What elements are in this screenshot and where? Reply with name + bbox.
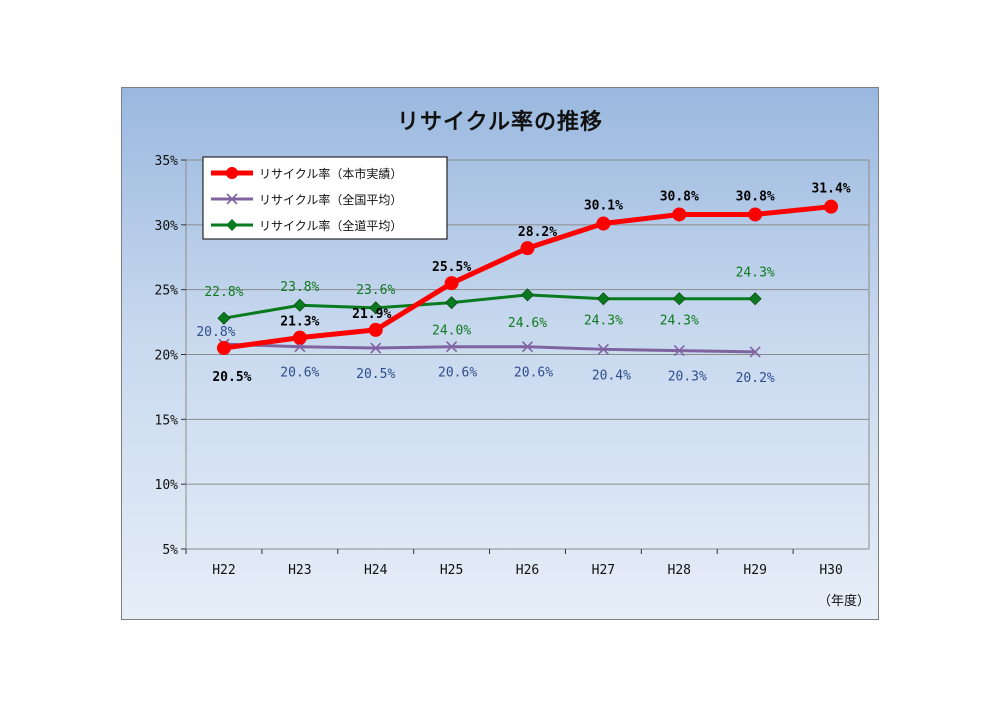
y-tick-label: 30% [155,219,179,234]
series-national-line [223,342,756,354]
data-label: 20.2% [736,371,775,386]
point-x [597,343,609,355]
point-circle [748,207,763,222]
data-label: 21.9% [352,307,391,322]
point-diamond [445,296,459,310]
x-tick-label: H30 [819,563,842,578]
point-x [521,341,534,353]
x-tick-label: H22 [212,563,235,578]
point-x [370,342,382,354]
x-tick-label: H23 [288,563,311,578]
data-label: 20.8% [196,325,235,340]
point-diamond [748,292,762,306]
data-label: 20.5% [212,370,251,385]
y-tick-label: 15% [155,413,179,428]
legend-marker [226,219,238,231]
point-diamond [217,311,231,325]
data-label: 25.5% [432,260,471,275]
data-label: 31.4% [811,182,850,197]
data-label: 20.3% [668,370,707,385]
legend-marker [226,193,238,205]
data-label: 23.8% [280,280,319,295]
x-tick-label: H26 [516,563,539,578]
series-layer [216,199,839,358]
chart-frame: リサイクル率の推移 5% 10% 15% 20% 25% 30% 35% H22 H23 H24 H… [121,87,879,620]
data-label: 24.3% [736,266,775,281]
x-tick-label: H25 [440,563,463,578]
legend-label: リサイクル率（本市実績） [259,166,402,181]
point-circle [596,216,611,231]
point-circle [824,199,839,214]
data-label: 30.8% [736,189,775,204]
point-x [446,341,458,353]
y-tick-label: 5% [162,543,178,558]
x-tick-label: H24 [364,563,388,578]
data-label: 23.6% [356,283,395,298]
data-label: 20.4% [592,368,631,383]
chart-title: リサイクル率の推移 [397,110,603,135]
point-circle [292,330,307,345]
y-tick-label: 25% [155,284,179,299]
point-diamond [293,298,307,312]
data-label: 24.3% [584,314,623,329]
y-tick-label: 35% [155,154,179,169]
point-circle [520,241,535,256]
series-hokkaido-line [223,293,756,320]
x-tick-label: H27 [592,563,615,578]
data-label: 22.8% [204,285,243,300]
legend-marker [226,167,238,179]
data-label: 20.5% [356,367,395,382]
y-tick-label: 20% [155,349,179,364]
data-label: 21.3% [280,315,319,330]
point-circle [444,276,459,291]
data-label: 30.1% [584,199,623,214]
grid-layer [186,224,869,485]
data-label: 20.6% [514,366,553,381]
data-label: 24.0% [432,324,471,339]
point-diamond [369,301,383,315]
x-axis-title: （年度） [818,593,870,609]
axis-layer: 5% 10% 15% 20% 25% 30% 35% H22 H23 H24 H25 H26 H27 H2… [155,154,870,578]
x-tick-label: H29 [743,563,766,578]
legend-label: リサイクル率（全道平均） [259,218,402,233]
point-circle [368,322,383,337]
point-circle [216,341,231,356]
point-diamond [672,292,686,306]
data-label: 24.3% [660,314,699,329]
point-x [673,345,685,357]
legend: リサイクル率（本市実績） リサイクル率（全国平均） リサイクル率（全道平均） [202,156,448,240]
data-label: 28.2% [518,225,557,240]
legend-label: リサイクル率（全国平均） [259,192,402,207]
point-x [749,346,761,358]
point-circle [672,207,687,222]
chart-svg: 5% 10% 15% 20% 25% 30% 35% H22 H23 H24 H25 H26 H27 H2… [155,154,870,609]
label-layer: 20.5% 21.3% 21.9% 25.5% 28.2% 30.1% 30.8% 30.8%… [196,182,850,386]
y-tick-label: 10% [155,478,179,493]
point-diamond [520,288,535,302]
data-label: 20.6% [438,366,477,381]
data-label: 30.8% [660,189,699,204]
point-diamond [596,292,610,306]
x-tick-label: H28 [668,563,691,578]
data-label: 20.6% [280,366,319,381]
data-label: 24.6% [508,316,547,331]
